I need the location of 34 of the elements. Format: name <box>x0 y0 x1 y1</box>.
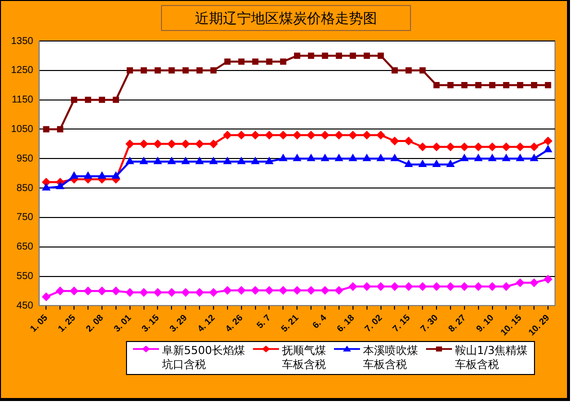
x-tick-label: 6. 4 <box>310 312 328 330</box>
x-tick-label: 3. 15 <box>140 312 161 334</box>
legend-label: 阜新5500长焰煤坑口含税 <box>162 344 245 372</box>
x-tick-label: 1. 05 <box>28 312 50 334</box>
x-tick-label: 4. 26 <box>223 312 245 334</box>
y-tick-label: 1150 <box>12 94 34 106</box>
y-tick-label: 550 <box>16 271 34 282</box>
x-tick-label: 3. 01 <box>112 312 134 334</box>
y-tick-label: 650 <box>16 242 34 253</box>
x-tick-label: 1. 25 <box>56 312 78 334</box>
x-tick-label: 2. 08 <box>84 312 106 334</box>
x-tick-label: 5. 7 <box>254 312 272 330</box>
x-tick-label: 7. 30 <box>418 312 440 334</box>
x-tick-label: 10. 15 <box>498 312 524 338</box>
y-tick-label: 750 <box>16 212 34 224</box>
chart-title: 近期辽宁地区煤炭价格走势图 <box>161 5 411 31</box>
legend-label: 本溪喷吹煤车板含税 <box>363 344 418 372</box>
x-tick-label: 8. 27 <box>446 312 468 334</box>
x-tick-label: 10. 29 <box>526 312 552 338</box>
y-tick-label: 450 <box>16 300 34 312</box>
y-tick-label: 1250 <box>10 65 34 76</box>
x-tick-label: 6. 18 <box>334 312 356 334</box>
y-tick-label: 950 <box>16 153 34 164</box>
legend-label: 鞍山1/3焦精煤车板含税 <box>455 344 528 372</box>
y-tick-label: 1350 <box>10 36 34 47</box>
x-tick-label: 4. 12 <box>195 312 217 334</box>
x-tick-label: 5. 21 <box>279 312 300 334</box>
legend-label: 抚顺气煤车板含税 <box>282 344 326 372</box>
x-tick-label: 7. 15 <box>390 312 412 334</box>
y-tick-label: 850 <box>16 182 34 194</box>
y-tick-label: 1050 <box>10 124 34 135</box>
x-tick-label: 9. 10 <box>474 312 496 334</box>
x-tick-label: 7. 02 <box>362 312 384 334</box>
x-tick-label: 3. 29 <box>168 312 189 334</box>
